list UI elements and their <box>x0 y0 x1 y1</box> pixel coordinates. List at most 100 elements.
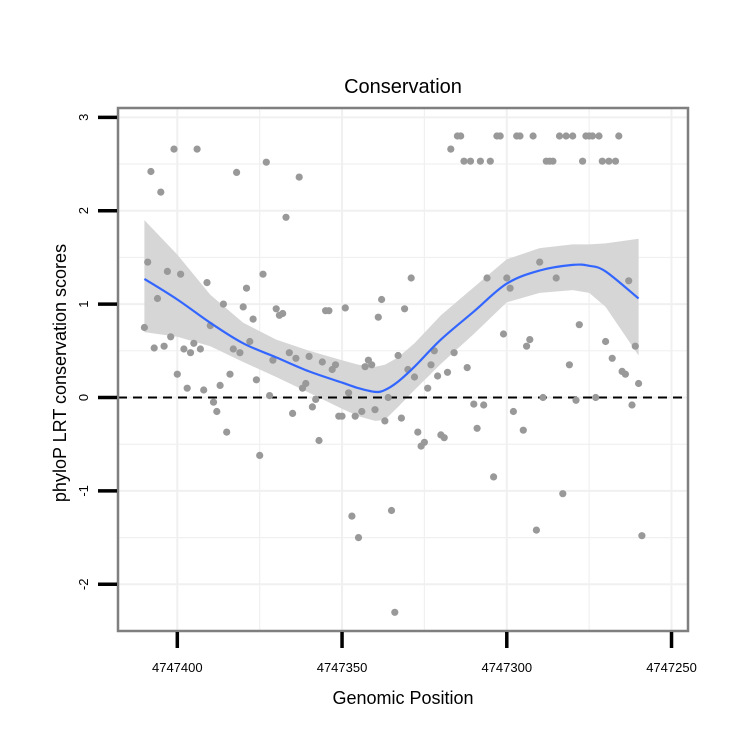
scatter-point <box>549 157 557 165</box>
scatter-point <box>246 337 254 346</box>
x-axis-label: Genomic Position <box>332 688 473 708</box>
scatter-point <box>345 389 353 397</box>
scatter-point <box>552 274 560 282</box>
scatter-point <box>562 132 570 140</box>
scatter-point <box>572 396 580 404</box>
scatter-point <box>219 300 227 308</box>
scatter-point <box>420 438 428 446</box>
scatter-point <box>621 370 630 378</box>
scatter-point <box>638 532 646 540</box>
scatter-point <box>256 451 264 459</box>
scatter-point <box>401 305 409 313</box>
scatter-point <box>605 157 613 165</box>
panel-border <box>116 106 690 633</box>
scatter-point <box>555 132 564 140</box>
scatter-point <box>144 258 152 266</box>
x-tick-label: 4747350 <box>317 660 368 675</box>
scatter-point <box>331 361 340 369</box>
scatter-point <box>463 364 471 372</box>
scatter-point <box>315 436 323 445</box>
scatter-point <box>289 409 297 417</box>
scatter-point <box>361 363 369 371</box>
scatter-point <box>579 157 587 165</box>
x-tick-label: 4747400 <box>152 660 203 675</box>
scatter-point <box>312 395 320 403</box>
scatter-point <box>476 157 484 165</box>
scatter-point <box>374 313 382 321</box>
y-tick-label: 0 <box>76 394 91 401</box>
scatter-point <box>269 356 277 364</box>
scatter-point <box>460 157 468 165</box>
scatter-point <box>635 379 643 388</box>
scatter-point <box>157 188 165 196</box>
scatter-point <box>391 608 399 616</box>
scatter-point <box>628 401 636 409</box>
scatter-point <box>565 361 574 369</box>
scatter-point <box>341 304 349 312</box>
scatter-point <box>252 376 260 384</box>
scatter-point <box>387 506 396 515</box>
scatter-point <box>381 417 389 425</box>
scatter-point <box>302 379 310 388</box>
confidence-ribbon <box>144 220 639 421</box>
scatter-point <box>358 407 366 416</box>
scatter-point <box>440 434 448 442</box>
scatter-point <box>434 372 442 380</box>
scatter-point <box>559 490 567 498</box>
scatter-point <box>378 295 386 304</box>
scatter-point <box>354 534 363 542</box>
scatter-point <box>318 358 326 366</box>
y-tick-label: -1 <box>76 485 91 497</box>
scatter-point <box>503 274 511 282</box>
scatter-point <box>414 428 422 436</box>
scatter-point <box>163 267 171 275</box>
smooth-trend-line <box>143 263 640 394</box>
y-tick-label: 2 <box>76 207 91 214</box>
scatter-point <box>186 349 195 357</box>
scatter-point <box>631 342 639 350</box>
scatter-point <box>496 132 504 140</box>
scatter-point <box>338 412 346 420</box>
scatter-point <box>167 333 175 341</box>
scatter-point <box>196 345 204 353</box>
scatter-point <box>173 370 181 378</box>
scatter-point <box>480 401 488 409</box>
scatter-point <box>180 345 188 353</box>
x-tick-label: 4747300 <box>481 660 532 675</box>
scatter-point <box>608 354 616 362</box>
y-tick-label: 1 <box>76 300 91 307</box>
scatter-point <box>295 173 303 181</box>
scatter-point <box>443 368 452 376</box>
scatter-point <box>249 315 257 323</box>
scatter-point <box>483 274 491 282</box>
scatter-point <box>397 414 405 422</box>
scatter-point <box>193 145 201 153</box>
scatter-point <box>292 354 300 362</box>
scatter-point <box>516 132 524 140</box>
scatter-point <box>140 323 148 332</box>
scatter-point <box>368 361 376 369</box>
scatter-point <box>259 270 267 278</box>
scatter-point <box>348 512 356 520</box>
scatter-point <box>229 345 237 353</box>
scatter-point <box>226 370 234 378</box>
scatter-point <box>595 132 603 140</box>
confidence-ribbon-layer <box>144 220 639 421</box>
scatter-point <box>272 305 280 313</box>
axis-layer: 4747400 4747350 4747300 4747250 -2 -1 0 1 2 3 <box>76 114 697 675</box>
x-tick-label: 4747250 <box>646 660 697 675</box>
scatter-point <box>506 284 514 292</box>
scatter-point <box>592 393 600 402</box>
y-axis-label: phyloP LRT conservation scores <box>50 244 70 502</box>
scatter-point <box>160 342 168 350</box>
scatter-point <box>394 351 402 360</box>
scatter-point <box>532 526 541 534</box>
smooth-line-layer <box>143 263 640 394</box>
scatter-point <box>523 342 531 350</box>
scatter-point <box>285 349 293 357</box>
panel-frame-layer <box>116 106 690 633</box>
scatter-point <box>190 339 198 347</box>
scatter-point <box>526 336 534 344</box>
scatter-point <box>282 213 290 221</box>
